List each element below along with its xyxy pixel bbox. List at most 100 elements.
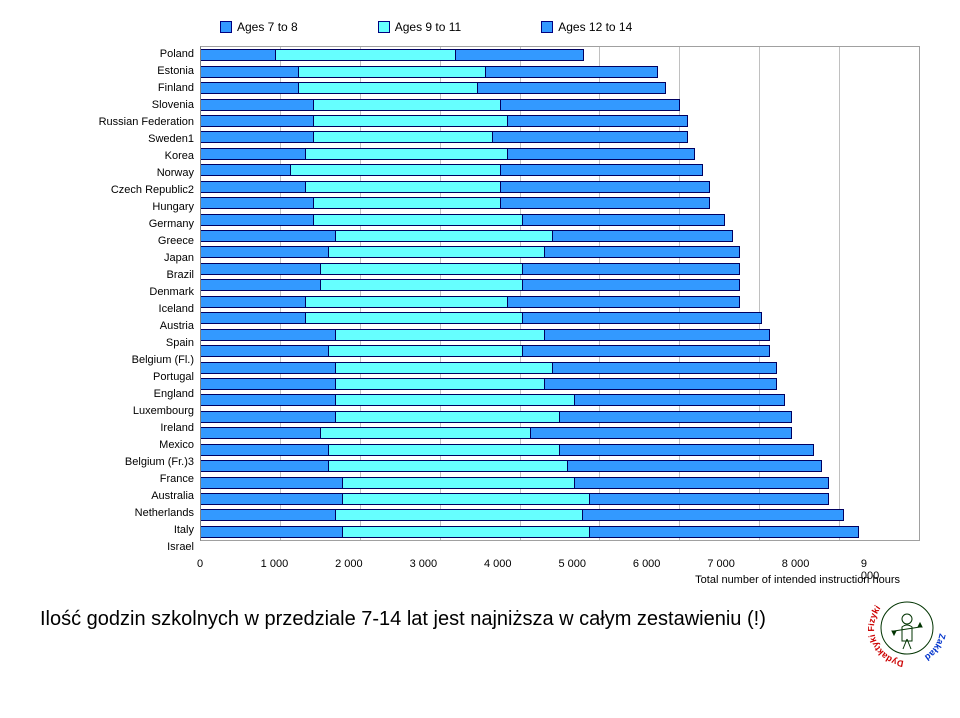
bar xyxy=(201,164,703,176)
bar-row xyxy=(201,491,919,507)
bar-segment xyxy=(336,330,545,340)
bar xyxy=(201,345,770,357)
country-label: Germany xyxy=(40,216,194,233)
bar-row xyxy=(201,179,919,195)
bar-segment xyxy=(336,395,575,405)
bar-row xyxy=(201,474,919,490)
country-label: Czech Republic2 xyxy=(40,182,194,199)
country-label: Austria xyxy=(40,318,194,335)
bar-segment xyxy=(523,280,740,290)
bar xyxy=(201,230,733,242)
x-tick: 2 000 xyxy=(335,558,363,570)
chart: PolandEstoniaFinlandSloveniaRussian Fede… xyxy=(40,46,920,556)
bar-segment xyxy=(201,313,306,323)
bar-row xyxy=(201,146,919,162)
bar-segment xyxy=(336,379,545,389)
bar xyxy=(201,49,584,61)
legend-label: Ages 12 to 14 xyxy=(558,20,632,34)
bar-segment xyxy=(299,67,486,77)
bar-segment xyxy=(201,149,306,159)
country-label: Japan xyxy=(40,250,194,267)
bar-segment xyxy=(201,247,329,257)
bar-segment xyxy=(336,363,553,373)
bar-row xyxy=(201,376,919,392)
bar-row xyxy=(201,458,919,474)
x-tick: 6 000 xyxy=(633,558,661,570)
bar-segment xyxy=(590,527,859,537)
legend: Ages 7 to 8Ages 9 to 11Ages 12 to 14 xyxy=(220,20,920,34)
bar xyxy=(201,411,792,423)
bar-segment xyxy=(314,198,501,208)
bar xyxy=(201,197,710,209)
bar-row xyxy=(201,195,919,211)
bar xyxy=(201,131,688,143)
bar xyxy=(201,99,680,111)
legend-label: Ages 9 to 11 xyxy=(395,20,462,34)
bar xyxy=(201,444,814,456)
bar-segment xyxy=(201,83,299,93)
country-label: Belgium (Fl.) xyxy=(40,352,194,369)
bar xyxy=(201,493,829,505)
bar-segment xyxy=(501,182,710,192)
bar-segment xyxy=(501,198,710,208)
bar-segment xyxy=(590,494,829,504)
bar xyxy=(201,296,740,308)
bar-row xyxy=(201,261,919,277)
legend-swatch xyxy=(220,21,232,33)
svg-text:Zakład: Zakład xyxy=(923,633,946,663)
bar-segment xyxy=(314,132,494,142)
bar-segment xyxy=(508,116,688,126)
bar-segment xyxy=(201,445,329,455)
bar-segment xyxy=(201,280,321,290)
bar xyxy=(201,460,822,472)
bar-row xyxy=(201,211,919,227)
bar-row xyxy=(201,277,919,293)
country-label: Portugal xyxy=(40,369,194,386)
bar-row xyxy=(201,47,919,63)
bar-segment xyxy=(291,165,500,175)
bar-segment xyxy=(201,363,336,373)
country-label: Hungary xyxy=(40,199,194,216)
bar-segment xyxy=(343,478,575,488)
bar-segment xyxy=(329,445,561,455)
bar-segment xyxy=(508,149,695,159)
bar xyxy=(201,312,762,324)
bar xyxy=(201,246,740,258)
bar-segment xyxy=(201,478,343,488)
bar xyxy=(201,362,777,374)
bar-segment xyxy=(201,165,291,175)
bar-row xyxy=(201,524,919,540)
country-label: Luxembourg xyxy=(40,403,194,420)
country-label: Israel xyxy=(40,539,194,556)
bar-segment xyxy=(329,346,524,356)
bar xyxy=(201,115,688,127)
bar-segment xyxy=(456,50,584,60)
bar-segment xyxy=(201,346,329,356)
country-label: Australia xyxy=(40,488,194,505)
bar-row xyxy=(201,425,919,441)
bar-segment xyxy=(329,461,568,471)
bar-segment xyxy=(343,494,590,504)
country-label: Sweden1 xyxy=(40,131,194,148)
bar-segment xyxy=(508,297,740,307)
country-label: France xyxy=(40,471,194,488)
x-tick: 1 000 xyxy=(261,558,289,570)
bar-row xyxy=(201,343,919,359)
country-label: Greece xyxy=(40,233,194,250)
bar-segment xyxy=(321,280,523,290)
bar xyxy=(201,394,785,406)
bar-segment xyxy=(343,527,590,537)
legend-item: Ages 9 to 11 xyxy=(378,20,462,34)
caption-text: Ilość godzin szkolnych w przedziale 7-14… xyxy=(40,608,920,631)
country-label: England xyxy=(40,386,194,403)
bar-segment xyxy=(501,100,681,110)
bar-segment xyxy=(493,132,688,142)
bar-segment xyxy=(306,182,501,192)
bar-segment xyxy=(201,132,314,142)
bar xyxy=(201,214,725,226)
bar-segment xyxy=(201,182,306,192)
bar-segment xyxy=(314,100,501,110)
bar-segment xyxy=(201,116,314,126)
bar-row xyxy=(201,392,919,408)
bar-segment xyxy=(478,83,665,93)
